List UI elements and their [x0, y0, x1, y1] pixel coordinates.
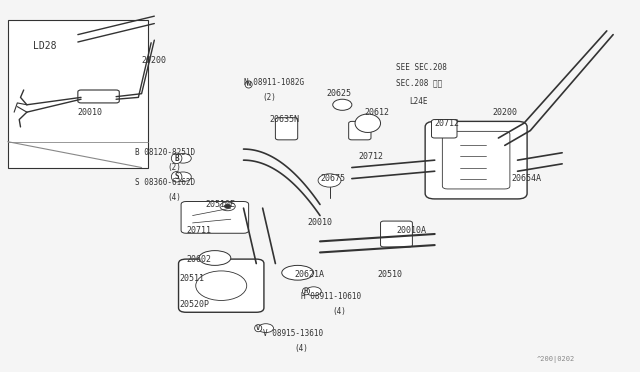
Text: SEE SEC.208: SEE SEC.208	[396, 63, 447, 72]
Text: 20520P: 20520P	[180, 300, 210, 309]
Text: 20635N: 20635N	[269, 115, 299, 124]
Text: H 08911-10610: H 08911-10610	[301, 292, 361, 301]
Text: 20712: 20712	[435, 119, 460, 128]
Ellipse shape	[199, 251, 231, 265]
Text: 20010: 20010	[307, 218, 332, 227]
Text: S: S	[174, 172, 179, 181]
Text: (2): (2)	[167, 163, 181, 172]
Circle shape	[175, 172, 191, 182]
Text: 20711: 20711	[186, 226, 211, 235]
Text: (4): (4)	[333, 307, 347, 316]
Text: N: N	[246, 81, 251, 87]
Text: 20510E: 20510E	[205, 200, 236, 209]
Text: 20612: 20612	[365, 108, 390, 117]
Text: H: H	[304, 288, 308, 294]
Circle shape	[318, 174, 341, 187]
FancyBboxPatch shape	[181, 202, 248, 233]
Text: V 08915-13610: V 08915-13610	[262, 329, 323, 338]
Text: 20200: 20200	[492, 108, 517, 117]
Text: L24E: L24E	[409, 97, 428, 106]
Circle shape	[220, 202, 236, 211]
FancyBboxPatch shape	[381, 221, 412, 247]
FancyBboxPatch shape	[78, 90, 119, 103]
Circle shape	[196, 271, 246, 301]
Circle shape	[225, 205, 231, 208]
FancyBboxPatch shape	[349, 121, 371, 140]
Text: 20675: 20675	[320, 174, 345, 183]
Text: ^200|0202: ^200|0202	[537, 356, 575, 363]
Circle shape	[306, 287, 321, 296]
FancyBboxPatch shape	[8, 20, 148, 167]
Text: B 08120-8251D: B 08120-8251D	[135, 148, 195, 157]
Circle shape	[175, 154, 191, 163]
Text: 20200: 20200	[141, 56, 166, 65]
Text: (2): (2)	[262, 93, 276, 102]
FancyBboxPatch shape	[431, 119, 457, 138]
Circle shape	[258, 324, 273, 333]
Text: 20625: 20625	[326, 89, 351, 98]
FancyBboxPatch shape	[425, 121, 527, 199]
Text: B: B	[174, 154, 179, 163]
Text: 20510: 20510	[378, 270, 403, 279]
Text: 20712: 20712	[358, 152, 383, 161]
Text: 20621A: 20621A	[294, 270, 324, 279]
Text: 20010: 20010	[78, 108, 103, 117]
Ellipse shape	[282, 265, 314, 280]
Circle shape	[333, 99, 352, 110]
Text: S 08360-6162D: S 08360-6162D	[135, 178, 195, 187]
Text: N 08911-1082G: N 08911-1082G	[244, 78, 303, 87]
Text: (4): (4)	[167, 193, 181, 202]
Ellipse shape	[355, 114, 381, 132]
Text: 20010A: 20010A	[396, 226, 426, 235]
Text: LD28: LD28	[33, 41, 57, 51]
Text: V: V	[256, 325, 260, 331]
FancyBboxPatch shape	[179, 259, 264, 312]
Text: SEC.208 参照: SEC.208 参照	[396, 78, 443, 87]
Text: 20511: 20511	[180, 274, 205, 283]
Text: 20654A: 20654A	[511, 174, 541, 183]
Text: (4): (4)	[294, 344, 308, 353]
Text: 20602: 20602	[186, 255, 211, 264]
FancyBboxPatch shape	[275, 118, 298, 140]
FancyBboxPatch shape	[442, 131, 510, 189]
